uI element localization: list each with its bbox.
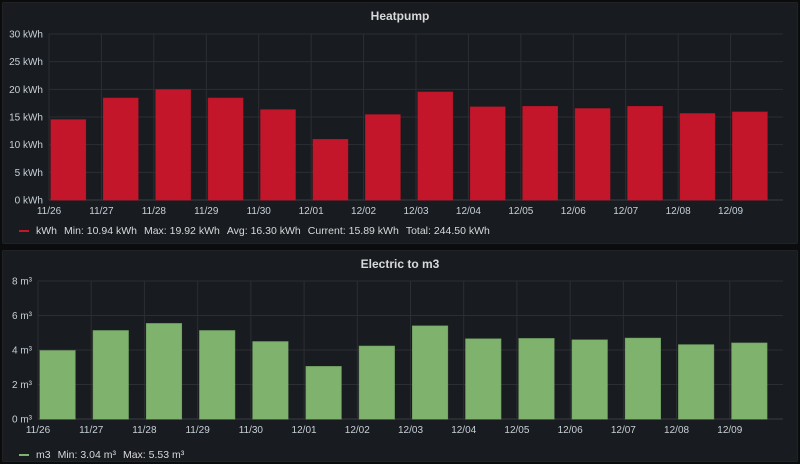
y-tick-label: 0 m³ (12, 415, 33, 426)
y-tick-label: 4 m³ (12, 346, 33, 357)
x-tick-label: 12/03 (403, 206, 428, 217)
x-tick-label: 12/05 (504, 425, 529, 436)
bar-12-02 (365, 114, 401, 201)
bar-11-29 (207, 97, 244, 201)
bar-12-05 (518, 338, 555, 420)
bar-11-28 (155, 89, 191, 201)
y-tick-label: 30 kWh (9, 30, 43, 41)
bar-12-07 (627, 105, 663, 201)
legend-series-name[interactable]: kWh (36, 225, 57, 237)
x-tick-label: 11/27 (79, 425, 104, 436)
x-tick-label: 12/02 (351, 206, 376, 217)
y-tick-label: 15 kWh (9, 113, 43, 124)
bar-12-04 (465, 338, 502, 420)
bar-12-08 (678, 344, 715, 420)
legend-max: Max: 19.92 kWh (143, 225, 220, 237)
bar-11-26 (50, 119, 87, 201)
x-tick-label: 12/03 (398, 425, 423, 436)
bar-12-06 (571, 339, 608, 420)
legend-min: Min: 10.94 kWh (64, 225, 137, 237)
bar-12-06 (574, 108, 611, 201)
heatpump-chart: 0 kWh 5 kWh 10 kWh 15 kWh 20 kWh 25 kWh 30 kWh… (9, 30, 783, 217)
legend-current: Current: 15.89 kWh (307, 225, 399, 237)
bar-11-26 (39, 350, 76, 420)
legend-min: Min: 3.04 m³ (57, 449, 116, 461)
x-tick-label: 12/01 (292, 425, 317, 436)
x-tick-label: 11/27 (89, 206, 114, 217)
bar-11-30 (252, 341, 289, 420)
bar-12-03 (417, 91, 454, 201)
x-tick-label: 12/02 (345, 425, 370, 436)
y-tick-label: 0 kWh (15, 196, 43, 207)
x-tick-label: 11/28 (132, 425, 157, 436)
x-tick-label: 12/01 (299, 206, 324, 217)
y-tick-label: 20 kWh (9, 85, 43, 96)
legend-avg: Avg: 16.30 kWh (226, 225, 301, 237)
bar-12-01 (312, 138, 349, 201)
x-tick-label: 11/29 (185, 425, 210, 436)
legend-series-name[interactable]: m3 (36, 449, 51, 461)
electric-panel: Electric to m3 0 m³ 2 m³ 4 m³ 6 m³ 8 m³ 11/26… (2, 250, 798, 462)
bar-12-09 (732, 111, 768, 201)
legend-max: Max: 5.53 m³ (122, 449, 185, 461)
bar-12-09 (731, 342, 768, 420)
bar-11-29 (199, 330, 236, 420)
x-tick-label: 12/07 (613, 206, 638, 217)
bar-12-04 (469, 106, 506, 201)
x-tick-label: 11/29 (194, 206, 219, 217)
bar-11-27 (102, 97, 139, 201)
legend: kWh Min: 10.94 kWh Max: 19.92 kWh Avg: 1… (19, 225, 497, 237)
y-tick-label: 5 kWh (15, 168, 43, 179)
bar-12-07 (624, 337, 661, 420)
legend-swatch (19, 230, 29, 232)
bar-12-03 (412, 325, 449, 420)
x-tick-label: 12/06 (561, 206, 586, 217)
bar-11-30 (260, 109, 296, 201)
electric-chart: 0 m³ 2 m³ 4 m³ 6 m³ 8 m³ 11/26 11/27 11/28 11/29… (12, 277, 783, 436)
x-tick-label: 12/06 (558, 425, 583, 436)
y-tick-label: 2 m³ (12, 380, 33, 391)
x-tick-label: 12/08 (666, 206, 691, 217)
x-tick-label: 11/26 (26, 425, 51, 436)
x-tick-label: 11/30 (247, 206, 272, 217)
legend-swatch (19, 454, 29, 456)
y-tick-label: 6 m³ (12, 311, 33, 322)
y-tick-label: 25 kWh (9, 57, 43, 68)
x-tick-label: 12/05 (508, 206, 533, 217)
panel-title[interactable]: Electric to m3 (360, 257, 440, 271)
y-tick-label: 8 m³ (12, 277, 33, 288)
x-tick-label: 12/09 (718, 206, 743, 217)
x-tick-label: 12/04 (451, 425, 476, 436)
x-tick-label: 11/26 (37, 206, 62, 217)
bar-11-27 (92, 330, 129, 420)
heatpump-panel: Heatpump 0 kWh 5 kWh 10 kWh 15 kWh 20 kWh 25 … (2, 2, 798, 244)
legend-total: Total: 244.50 kWh (405, 225, 490, 237)
y-tick-label: 10 kWh (9, 140, 43, 151)
bar-12-05 (522, 105, 558, 201)
panel-title[interactable]: Heatpump (370, 9, 430, 23)
x-tick-label: 12/09 (717, 425, 742, 436)
x-tick-label: 12/07 (611, 425, 636, 436)
bar-12-02 (358, 345, 395, 420)
bar-12-08 (679, 113, 716, 201)
x-tick-label: 12/08 (664, 425, 689, 436)
legend: m3 Min: 3.04 m³ Max: 5.53 m³ (19, 449, 191, 461)
x-tick-label: 12/04 (456, 206, 481, 217)
x-tick-label: 11/28 (142, 206, 167, 217)
bar-11-28 (145, 323, 183, 420)
bar-12-01 (305, 366, 342, 420)
x-tick-label: 11/30 (239, 425, 264, 436)
